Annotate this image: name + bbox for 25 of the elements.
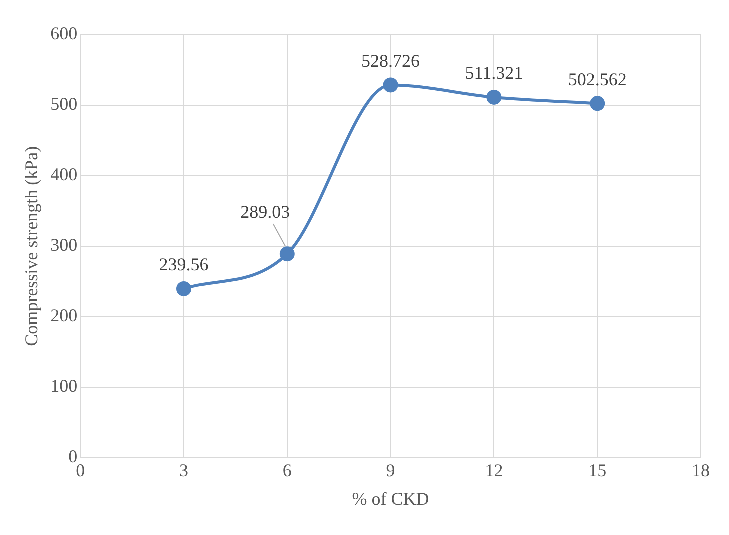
- y-tick-label: 300: [50, 235, 78, 256]
- x-tick-label: 6: [282, 460, 292, 480]
- data-label: 502.562: [568, 69, 627, 90]
- data-label: 289.03: [240, 202, 290, 222]
- y-tick-label: 100: [50, 376, 78, 396]
- point: [280, 246, 295, 262]
- y-tick-label: 0: [68, 446, 78, 467]
- x-axis-title: % of CKD: [352, 488, 430, 509]
- data-label: 511.321: [465, 63, 524, 84]
- x-tick-label: 15: [588, 460, 607, 480]
- y-tick-label: 500: [50, 94, 78, 114]
- point: [383, 78, 398, 93]
- x-tick-label: 18: [692, 460, 710, 480]
- x-tick-label: 3: [180, 460, 188, 480]
- x-tick-label: 9: [386, 460, 396, 480]
- y-tick-label: 600: [50, 24, 78, 44]
- y-tick-label: 400: [50, 164, 78, 185]
- point: [176, 281, 192, 296]
- y-axis-title: Compressive strength (kPa): [22, 146, 42, 346]
- data-label: 239.56: [159, 254, 209, 275]
- y-tick-label: 200: [50, 306, 78, 326]
- data-label: 528.726: [362, 50, 420, 71]
- x-tick-label: 12: [485, 460, 504, 480]
- point: [486, 90, 502, 105]
- point: [590, 96, 606, 112]
